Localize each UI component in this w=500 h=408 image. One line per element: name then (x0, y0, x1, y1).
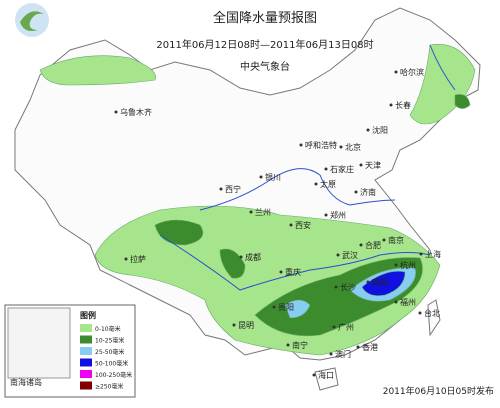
city-dot (329, 352, 333, 356)
city-label: 合肥 (365, 240, 381, 250)
city-label: 海口 (318, 370, 334, 380)
footer: 2011年06月10日05时发布 (383, 385, 494, 397)
city-dot (354, 190, 358, 194)
city-label: 呼和浩特 (305, 140, 337, 150)
city-dot (279, 270, 283, 274)
title: 全国降水量预报图 (213, 10, 317, 26)
city-label: 哈尔滨 (400, 67, 424, 77)
city-dot (366, 280, 370, 284)
city-dot (418, 311, 422, 315)
city-label: 广州 (338, 322, 354, 332)
legend-label: 10-25毫米 (95, 337, 124, 345)
city-dot (124, 257, 128, 261)
city-dot (339, 145, 343, 149)
city-dot (314, 182, 318, 186)
city-dot (394, 70, 398, 74)
city-label: 太原 (320, 179, 336, 189)
city-dot (419, 252, 423, 256)
city-label: 上海 (425, 249, 441, 259)
inset-map (7, 307, 71, 379)
city-dot (249, 210, 253, 214)
city-label: 南宁 (292, 340, 308, 350)
city-label: 成都 (245, 252, 261, 262)
rivers (159, 44, 456, 291)
city-label: 福州 (400, 298, 416, 307)
city-dot (359, 243, 363, 247)
city-label: 兰州 (255, 207, 271, 217)
city-label: 重庆 (285, 267, 301, 277)
city-label: 济南 (360, 187, 376, 197)
city-label: 西宁 (225, 184, 241, 194)
city-dot (114, 110, 118, 114)
city-dot (366, 128, 370, 132)
city-label: 郑州 (330, 210, 346, 220)
city-label: 北京 (345, 142, 361, 152)
legend-swatch (80, 324, 92, 332)
city-dot (312, 373, 316, 377)
legend: 南海诸岛 图例 0-10毫米 10-25毫米 25-50毫米 50-100毫米 100-… (4, 304, 136, 398)
city-label: 银川 (265, 172, 281, 182)
city-label: 长沙 (340, 282, 356, 292)
city-label: 乌鲁木齐 (120, 107, 152, 117)
city-label: 澳门 (335, 349, 351, 359)
city-dot (272, 305, 276, 309)
city-dot (259, 175, 263, 179)
city-label: 香港 (362, 342, 378, 352)
city-dot (356, 345, 360, 349)
city-dot (289, 223, 293, 227)
city-dot (219, 187, 223, 191)
city-label: 石家庄 (330, 164, 354, 174)
city-label: 拉萨 (130, 254, 146, 264)
legend-swatch (80, 335, 92, 344)
city-dot (336, 253, 340, 257)
taiwan (427, 299, 441, 337)
legend-label: 50-100毫米 (95, 360, 128, 368)
city-dot (394, 300, 398, 304)
city-label: 南昌 (372, 277, 388, 287)
city-dot (286, 343, 290, 347)
legend-swatch (80, 347, 92, 355)
city-dot (332, 325, 336, 329)
city-label: 昆明 (238, 321, 254, 330)
rain-areas (39, 43, 476, 356)
city-dot (389, 103, 393, 107)
legend-swatch (80, 358, 92, 367)
city-dot (239, 255, 243, 259)
legend-swatch (80, 370, 92, 378)
city-label: 沈阳 (372, 125, 388, 135)
legend-title: 图例 (80, 310, 96, 320)
city-label: 杭州 (400, 260, 416, 270)
city-dot (359, 163, 363, 167)
city-dot (324, 167, 328, 171)
city-dot (382, 238, 386, 242)
city-label: 贵阳 (278, 302, 294, 312)
logo (15, 3, 49, 37)
inset-label: 南海诸岛 (10, 377, 42, 387)
city-label: 西安 (295, 220, 311, 230)
legend-label: 100-250毫米 (95, 371, 132, 379)
city-label: 台北 (424, 308, 440, 318)
city-dot (394, 263, 398, 267)
city-label: 武汉 (342, 250, 358, 260)
legend-label: ≥250毫米 (95, 383, 123, 391)
city-dot (334, 285, 338, 289)
period: 2011年06月12日08时—2011年06月13日08时 (156, 38, 373, 51)
city-label: 南京 (388, 235, 404, 245)
legend-label: 0-10毫米 (95, 325, 121, 333)
agency: 中央气象台 (240, 60, 290, 73)
city-dot (324, 213, 328, 217)
legend-label: 25-50毫米 (95, 348, 124, 356)
hainan (314, 367, 339, 391)
legend-swatch (80, 381, 92, 390)
city-label: 长春 (395, 100, 411, 110)
city-label: 天津 (365, 160, 381, 170)
city-dot (232, 323, 236, 327)
city-dot (299, 143, 303, 147)
